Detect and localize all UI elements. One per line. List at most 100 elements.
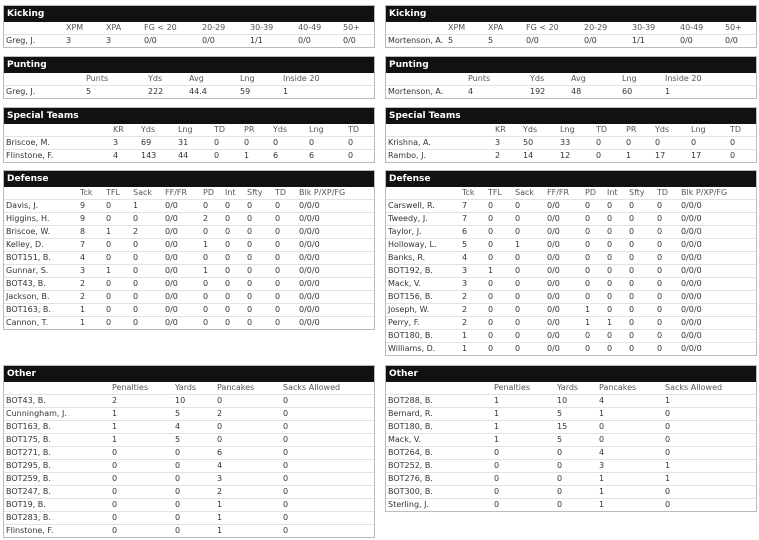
stat-cell: 0/0 xyxy=(545,238,583,252)
stat-cell: 4 xyxy=(78,251,104,265)
stat-cell: 3 xyxy=(215,472,281,486)
stat-cell: 0/0/0 xyxy=(679,251,756,265)
stat-cell: 4 xyxy=(468,87,474,96)
player-row: BOT180, B. 1 0 0 0/0 0 0 0 0 0/0/0 xyxy=(386,329,756,343)
stat-cell: 0 xyxy=(663,407,756,421)
stat-cell: 0/0 xyxy=(144,36,157,45)
stat-cell: 0 xyxy=(655,264,679,278)
stat-cell: 0 xyxy=(281,407,374,421)
stats-table: KR Yds Lng TD PR Yds Lng TD Krishna, A. 3 50 33 0 0 0 0… xyxy=(386,124,756,162)
stat-cell: 0 xyxy=(583,329,605,343)
stat-cell: 1 xyxy=(131,199,163,213)
stat-cell: 0 xyxy=(215,420,281,434)
header-cell: PD xyxy=(583,187,605,200)
stat-cell: 12 xyxy=(560,151,571,160)
player-name: BOT276, B. xyxy=(386,472,492,486)
player-name: BOT300, B. xyxy=(386,485,492,499)
stat-cell: 0/0 xyxy=(545,212,583,226)
stat-cell: 2 xyxy=(201,212,223,226)
stat-cell: 0/0 xyxy=(343,36,356,45)
stat-cell: 0 xyxy=(583,225,605,239)
stat-cell: 0 xyxy=(112,526,118,535)
player-name: Mortenson, A. xyxy=(388,87,444,96)
stat-cell: 1 xyxy=(486,264,513,278)
stat-cell: 1 xyxy=(583,303,605,317)
player-name: Cannon, T. xyxy=(6,318,49,327)
player-name: BOT163, B. xyxy=(4,303,78,317)
stat-cell: 0 xyxy=(245,277,273,291)
stat-cell: 0 xyxy=(594,136,624,150)
stat-cell: 10 xyxy=(555,394,597,408)
player-name: Krishna, A. xyxy=(386,136,493,150)
player-name: Flinstone, F. xyxy=(6,526,54,535)
stat-cell: 0 xyxy=(273,277,297,291)
player-row: Tweedy, J. 7 0 0 0/0 0 0 0 0 0/0/0 xyxy=(386,212,756,226)
stat-cell: 0 xyxy=(133,318,139,327)
header-row: XPM XPA FG < 20 20-29 30-39 40-49 50+ xyxy=(386,22,756,35)
stats-table: KR Yds Lng TD PR Yds Lng TD Briscoe, M. 3 69 31 0 0 0 0… xyxy=(4,124,374,162)
stat-cell: 1 xyxy=(462,344,468,353)
stat-cell: 0 xyxy=(655,199,679,213)
stat-cell: 0 xyxy=(605,329,627,343)
stat-cell: 10 xyxy=(173,394,215,408)
stat-cell: 0 xyxy=(605,251,627,265)
stat-cell: 0 xyxy=(225,318,231,327)
header-cell: Blk P/XP/FG xyxy=(679,187,756,200)
stat-cell: 0/0 xyxy=(298,36,311,45)
player-row: BOT300, B. 0 0 1 0 xyxy=(386,485,756,499)
stat-cell: 0 xyxy=(607,344,613,353)
header-cell: Avg xyxy=(569,73,620,86)
stat-cell: 4 xyxy=(113,151,119,160)
stat-cell: 0 xyxy=(689,136,728,150)
player-row: BOT264, B. 0 0 4 0 xyxy=(386,446,756,460)
stat-cell: 0 xyxy=(175,526,181,535)
stat-cell: 0/0/0 xyxy=(297,290,374,304)
stats-section: Kicking XPM XPA FG < 20 20-29 30-39 40-49 50+ Gr… xyxy=(3,5,375,48)
stat-cell: 0 xyxy=(131,277,163,291)
header-cell: Sfty xyxy=(627,187,655,200)
stat-cell: 5 xyxy=(555,407,597,421)
stat-cell: 0 xyxy=(492,472,555,486)
stat-cell: 0 xyxy=(605,212,627,226)
stat-cell: 0 xyxy=(555,472,597,486)
stat-cell: 0 xyxy=(131,290,163,304)
stat-cell: 33 xyxy=(558,136,594,150)
stat-cell: 0 xyxy=(223,303,245,317)
header-row: Punts Yds Avg Lng Inside 20 xyxy=(386,73,756,86)
stat-cell: 44 xyxy=(178,151,189,160)
stat-cell: 0/0/0 xyxy=(299,318,320,327)
stat-cell: 0 xyxy=(173,511,215,525)
stat-cell: 0 xyxy=(605,290,627,304)
player-name: BOT247, B. xyxy=(4,485,110,499)
header-cell xyxy=(4,124,111,137)
stat-cell: 1 xyxy=(599,500,605,509)
player-name: Flinstone, F. xyxy=(6,151,54,160)
player-row: BOT252, B. 0 0 3 1 xyxy=(386,459,756,473)
stat-cell: 2 xyxy=(460,290,486,304)
stat-cell: 1 xyxy=(663,472,756,486)
stat-cell: 0 xyxy=(110,446,173,460)
header-row: Tck TFL Sack FF/FR PD Int Sfty TD Blk P/XP/FG xyxy=(386,187,756,200)
header-cell: Tck xyxy=(460,187,486,200)
stat-cell: 6 xyxy=(273,151,279,160)
stat-cell: 0 xyxy=(486,290,513,304)
header-cell: 30-39 xyxy=(248,22,296,35)
stat-cell: 0 xyxy=(486,225,513,239)
header-cell: Sacks Allowed xyxy=(281,382,374,395)
player-name: Rambo, J. xyxy=(388,151,427,160)
stat-cell: 4 xyxy=(215,459,281,473)
section-title: Punting xyxy=(386,57,756,73)
header-cell xyxy=(4,22,64,35)
player-row: BOT43, B. 2 10 0 0 xyxy=(4,394,374,408)
player-row: BOT43, B. 2 0 0 0/0 0 0 0 0 0/0/0 xyxy=(4,277,374,291)
player-row: Flinstone, F. 4 143 44 0 1 6 6 0 xyxy=(4,150,374,163)
header-cell: Penalties xyxy=(110,382,173,395)
stat-cell: 0/0/0 xyxy=(297,199,374,213)
stat-cell: 0 xyxy=(627,277,655,291)
stat-cell: 5 xyxy=(488,36,494,45)
stat-cell: 0 xyxy=(104,251,131,265)
header-cell: TD xyxy=(594,124,624,137)
header-cell: TFL xyxy=(104,187,131,200)
stat-cell: 5 xyxy=(460,238,486,252)
stat-cell: 4 xyxy=(173,420,215,434)
